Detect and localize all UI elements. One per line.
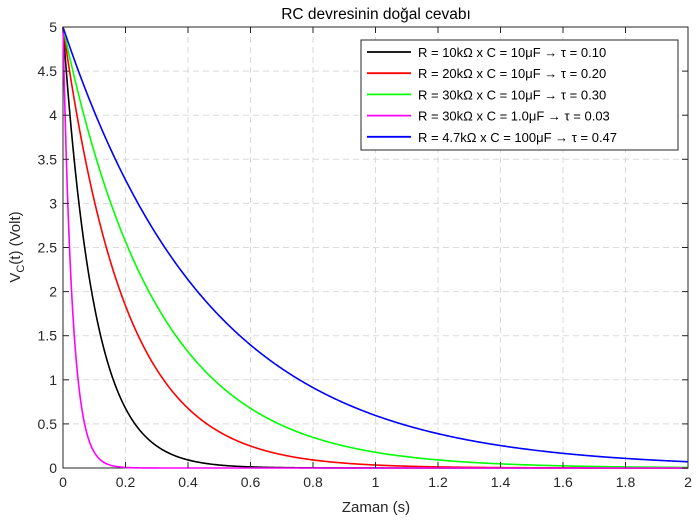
x-tick-label: 0.2: [116, 474, 136, 490]
x-axis-label: Zaman (s): [342, 499, 410, 516]
y-tick-label: 1: [49, 372, 57, 388]
x-tick-label: 1.2: [428, 474, 448, 490]
x-tick-label: 1.8: [616, 474, 636, 490]
legend-label: R = 30kΩ x C = 10μF → τ = 0.30: [418, 87, 606, 102]
y-tick-label: 4.5: [38, 63, 58, 79]
y-tick-label: 5: [49, 19, 57, 35]
y-tick-label: 3.5: [38, 151, 58, 167]
y-tick-label: 4: [49, 107, 57, 123]
x-tick-label: 1.4: [491, 474, 511, 490]
legend-label: R = 10kΩ x C = 10μF → τ = 0.10: [418, 45, 606, 60]
x-tick-label: 1: [372, 474, 380, 490]
x-tick-label: 0.6: [241, 474, 261, 490]
legend-label: R = 30kΩ x C = 1.0μF → τ = 0.03: [418, 109, 610, 124]
axis-ticks: 0 0.2 0.4 0.6 0.8 1 1.2 1.4 1.6 1.8 2 0 0.5 1 1.5 2 2.5 3…: [38, 19, 693, 490]
x-tick-label: 0.8: [303, 474, 323, 490]
legend: R = 10kΩ x C = 10μF → τ = 0.10 R = 20kΩ x…: [360, 39, 679, 151]
legend-label: R = 20kΩ x C = 10μF → τ = 0.20: [418, 66, 606, 81]
y-tick-label: 2.5: [38, 240, 58, 256]
y-tick-label: 2: [49, 284, 57, 300]
legend-label: R = 4.7kΩ x C = 100μF → τ = 0.47: [418, 130, 617, 145]
x-tick-label: 1.6: [553, 474, 573, 490]
y-tick-label: 3: [49, 195, 57, 211]
x-tick-label: 0.4: [178, 474, 198, 490]
y-tick-label: 0: [49, 460, 57, 476]
series-line-3: [62, 26, 689, 469]
y-tick-label: 0.5: [38, 416, 58, 432]
legend-box: [360, 39, 679, 151]
y-axis-label: VC(t) (Volt): [7, 211, 27, 282]
chart-title: RC devresinin doğal cevabı: [281, 6, 471, 23]
series-line-5: [62, 26, 689, 463]
x-tick-label: 2: [684, 474, 692, 490]
x-tick-label: 0: [59, 474, 67, 490]
y-tick-label: 1.5: [38, 328, 58, 344]
